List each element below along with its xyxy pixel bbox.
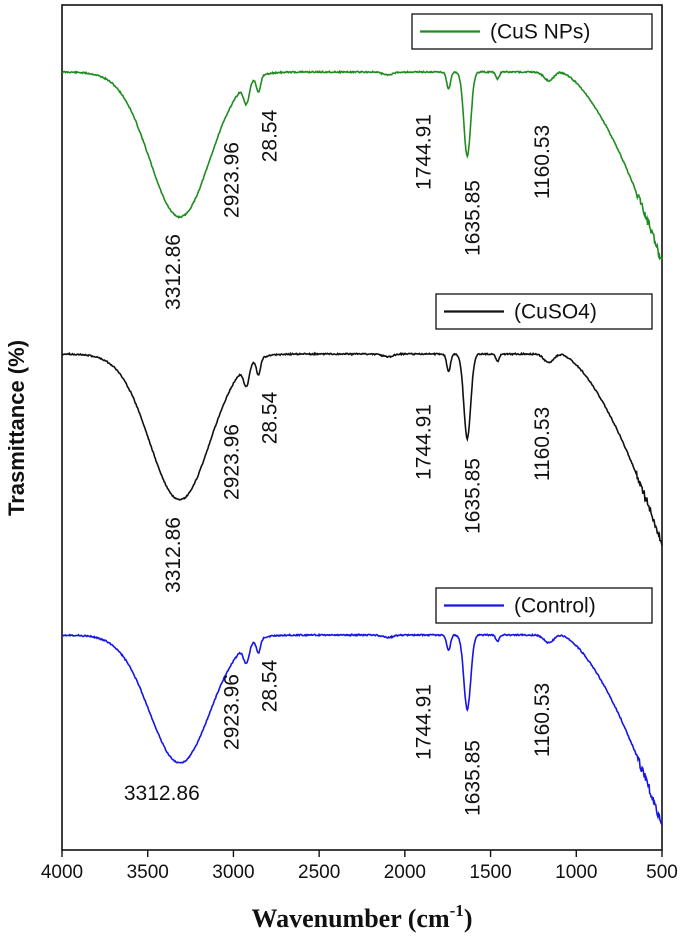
x-tick-label: 1500 <box>469 862 511 883</box>
legends: (CuS NPs) (CuSO4) (Control) <box>411 13 653 624</box>
peak-label: 28.54 <box>259 391 282 444</box>
legend-label: (CuS NPs) <box>490 21 590 44</box>
peak-label: 2923.96 <box>221 424 244 500</box>
series-line <box>61 69 663 261</box>
peak-label: 1744.91 <box>413 684 436 760</box>
peak-label: 2923.96 <box>221 142 244 218</box>
peak-label: 1635.85 <box>461 458 484 534</box>
peak-label: 1635.85 <box>461 180 484 256</box>
series-line <box>62 632 663 826</box>
peak-label: 3312.86 <box>162 234 185 310</box>
plot-frame <box>61 4 663 851</box>
peak-label: 3312.86 <box>162 517 185 593</box>
legend-label: (CuSO4) <box>514 301 597 324</box>
peak-label: 2923.96 <box>221 674 244 750</box>
peak-label: 1744.91 <box>413 404 436 480</box>
y-axis-title: Trasmittance (%) <box>4 340 29 516</box>
peak-labels: 3312.86 2923.96 28.54 1744.91 1635.85 1160.53… <box>124 109 554 816</box>
series-line <box>61 351 663 546</box>
x-tick-label: 500 <box>646 862 678 883</box>
peak-label: 28.54 <box>259 659 282 712</box>
series-layer <box>61 69 663 826</box>
x-tick-label: 1000 <box>555 862 597 883</box>
peak-label: 1160.53 <box>531 125 554 199</box>
x-tick-label: 3500 <box>127 862 169 883</box>
x-tick-label: 2000 <box>384 862 426 883</box>
peak-label: 1160.53 <box>531 683 554 757</box>
x-tick-label: 2500 <box>298 862 340 883</box>
x-axis-title: Wavenumber (cm-1) <box>252 901 473 933</box>
peak-label: 3312.86 <box>124 782 200 805</box>
x-axis: 4000 3500 3000 2500 2000 1500 1000 500 <box>41 850 678 883</box>
x-tick-label: 4000 <box>41 862 83 883</box>
peak-label: 1160.53 <box>531 407 554 481</box>
legend-label: (Control) <box>514 595 596 618</box>
peak-label: 28.54 <box>259 109 282 162</box>
x-tick-label: 3000 <box>212 862 254 883</box>
peak-label: 1744.91 <box>413 114 436 190</box>
peak-label: 1635.85 <box>461 740 484 816</box>
